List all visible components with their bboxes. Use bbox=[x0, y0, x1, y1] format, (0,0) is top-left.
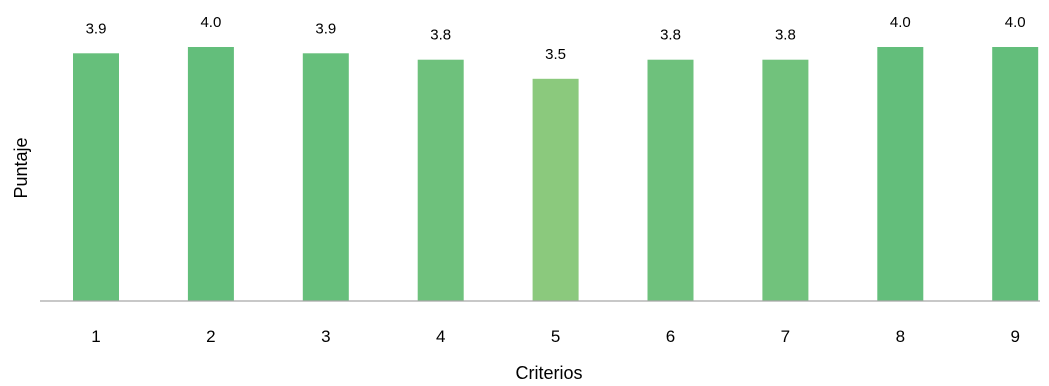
bar-6 bbox=[647, 59, 694, 302]
x-tick-label-7: 7 bbox=[781, 327, 790, 346]
bars-group bbox=[73, 47, 1039, 302]
x-axis-title: Criterios bbox=[515, 363, 582, 381]
data-label-3: 3.9 bbox=[315, 20, 336, 37]
bar-8 bbox=[877, 47, 924, 301]
bar-1 bbox=[73, 53, 119, 301]
bar-9 bbox=[992, 47, 1039, 301]
bar-4 bbox=[417, 59, 464, 302]
bar-7 bbox=[762, 59, 809, 302]
x-tick-label-9: 9 bbox=[1010, 327, 1019, 346]
y-axis-title: Puntaje bbox=[11, 137, 31, 198]
bar-2 bbox=[187, 47, 234, 301]
data-label-8: 4.0 bbox=[890, 14, 911, 31]
x-tick-label-2: 2 bbox=[206, 327, 215, 346]
x-tick-label-1: 1 bbox=[91, 327, 100, 346]
data-label-2: 4.0 bbox=[200, 14, 221, 31]
x-tick-label-4: 4 bbox=[436, 327, 445, 346]
data-labels-group: 3.9 4.0 3.9 3.8 3.5 3.8 3.8 4.0 4.0 bbox=[86, 14, 1026, 63]
x-tick-labels-group: 1 2 3 4 5 6 7 8 9 bbox=[91, 327, 1020, 346]
data-label-7: 3.8 bbox=[775, 27, 796, 44]
data-label-5: 3.5 bbox=[545, 46, 566, 63]
data-label-1: 3.9 bbox=[86, 20, 107, 37]
data-label-9: 4.0 bbox=[1005, 14, 1026, 31]
x-tick-label-6: 6 bbox=[666, 327, 675, 346]
data-label-6: 3.8 bbox=[660, 27, 681, 44]
bar-3 bbox=[302, 53, 349, 301]
data-label-4: 3.8 bbox=[430, 27, 451, 44]
bar-5 bbox=[532, 78, 579, 302]
x-tick-label-8: 8 bbox=[896, 327, 905, 346]
x-tick-label-5: 5 bbox=[551, 327, 560, 346]
x-tick-label-3: 3 bbox=[321, 327, 330, 346]
